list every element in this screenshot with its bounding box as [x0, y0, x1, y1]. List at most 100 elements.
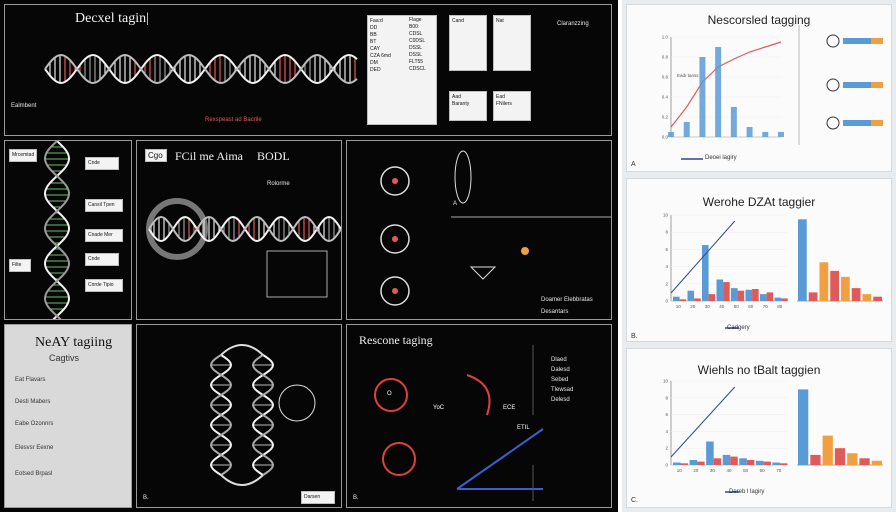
panel-c-bar-series-2 — [779, 463, 788, 465]
panel-b-y-tick-label: 10 — [663, 213, 669, 218]
panel-b-bar-series-1 — [760, 294, 767, 301]
mid-left-panel: Mrcemtad Cnde Cansil Tpen Cnade Mer Cnde… — [4, 140, 132, 320]
panel-b-legend: Cadgery — [727, 325, 750, 331]
table-cell-5: DSSL — [409, 52, 423, 58]
top-side-label: Ealmbent — [11, 103, 37, 109]
table-cell-4: DSSL — [409, 45, 423, 51]
panel-a-bar — [668, 132, 674, 137]
panel-b-bar-series-2 — [781, 298, 788, 301]
panel-a-title: Nescorsled tagging — [707, 13, 811, 27]
data-table-col2: Flage B00: CDSL C0DSL DSSL DSSL FLT55 CD… — [407, 15, 437, 125]
panel-c-bar-series-2 — [697, 461, 705, 465]
ring-dna — [146, 198, 341, 298]
bottom-left-subtitle: Cagtivs — [49, 353, 80, 363]
panel-a-bar — [699, 57, 706, 137]
panel-a-schematic-bar — [843, 82, 883, 88]
mid-right-label-a: A — [453, 201, 458, 207]
table-row-4: CAY — [370, 46, 380, 52]
panel-b-bar-series-2 — [679, 299, 687, 301]
table-row-5: CZA 6md — [370, 53, 391, 59]
panel-b-right-bar — [851, 288, 861, 301]
results-panels: Nescorsled tagging 1.0 0.8 0.6 0.4 0.2 0.0 Ead… — [622, 0, 896, 512]
red-caption: Rexspeast ad Bacrile — [205, 117, 262, 123]
panel-b-bar-series-1 — [702, 245, 709, 301]
panel-c-y-tick-label: 10 — [663, 379, 669, 384]
step-5: Cnrde Tipio — [85, 279, 123, 292]
panel-b-y-tick-label: 0 — [665, 299, 668, 304]
cand-head: Cand — [452, 18, 464, 24]
panel-b-x-tick-label: 20 — [690, 304, 696, 309]
panel-b-trend-line — [670, 220, 736, 294]
panel-c-trend-line — [670, 386, 736, 458]
table-cell-1: B00: — [409, 24, 420, 30]
panel-c-right-bar — [798, 389, 809, 465]
panel-b-x-tick-label: 60 — [748, 304, 754, 309]
panel-c-x-tick-label: 60 — [760, 468, 766, 473]
panel-c-bar-series-2 — [763, 461, 771, 465]
panel-c-x-tick-label: 30 — [710, 468, 716, 473]
table-cell-2: CDSL — [409, 31, 423, 37]
panel-c-bar-series-1 — [739, 458, 747, 465]
legend-item-4: Tlewsad — [551, 387, 574, 393]
panel-c-y-tick-label: 6 — [665, 412, 668, 417]
panel-b-x-tick-label: 30 — [705, 304, 711, 309]
panel-b-x-tick-label: 40 — [719, 304, 725, 309]
panel-c-right-bar — [871, 460, 882, 465]
panel-c-x-tick-label: 20 — [693, 468, 699, 473]
panel-b-right-bar — [798, 219, 807, 301]
panel-c-right-bar — [834, 448, 846, 465]
panel-b-bar-series-1 — [745, 289, 753, 301]
mid-caption: Rolorme — [267, 181, 290, 187]
panel-c-bar-series-2 — [730, 456, 738, 465]
panel-a-y-tick-label: 0.6 — [662, 75, 669, 80]
rescone-diagram — [374, 345, 544, 501]
mid-center-panel: Cgo FCil me Aima BODL Rolorme — [136, 140, 342, 320]
dna-tagging-poster: Decxel tagin| Ealmbent Faa:d DD BB BT CA… — [0, 0, 618, 512]
panel-a-schematic-tip — [871, 120, 883, 126]
bottom-left-panel: NeAY tagiing Cagtivs Eat Flavars Desti M… — [4, 324, 132, 508]
panel-b-letter: B. — [631, 333, 638, 340]
table-row-1: DD — [370, 25, 378, 31]
panel-c-y-tick-label: 0 — [665, 463, 668, 468]
top-title: Decxel tagin| — [75, 11, 149, 26]
panel-b-y-tick-label: 6 — [665, 247, 668, 252]
panel-c-right-bar — [847, 453, 858, 465]
panel-a-schematic-bar — [843, 38, 883, 44]
panel-b-y-tick-label: 2 — [665, 281, 668, 286]
cgo-badge: Cgo — [145, 149, 167, 162]
bottom-center-panel: B. Darsen — [136, 324, 342, 508]
result-box-right: Ead FNilers — [493, 91, 531, 121]
panel-a-bar — [762, 132, 769, 137]
panel-b-bar-series-1 — [774, 297, 782, 301]
panel-c-y-tick-label: 2 — [665, 446, 668, 451]
table-head-1: Faa:d — [370, 18, 383, 24]
mid-title-2: BODL — [257, 149, 290, 163]
panel-b-bar-series-2 — [723, 282, 730, 301]
cand-box: Cand — [449, 15, 487, 71]
panel-b-x-tick-label: 10 — [676, 304, 682, 309]
panel-b-bar-series-1 — [673, 296, 680, 301]
panel-c-x-tick-label: 50 — [743, 468, 749, 473]
panel-b-y-tick-label: 8 — [665, 230, 668, 235]
nat-head: Nat — [496, 18, 504, 24]
table-cell-3: C0DSL — [409, 38, 426, 44]
circle-label-1: O — [387, 391, 392, 397]
panel-b-bar-series-1 — [731, 288, 738, 301]
panel-c-bar-series-1 — [772, 462, 780, 465]
circle-diagram — [380, 150, 611, 306]
mid-title: FCil me Aima — [175, 149, 244, 163]
panel-a-bar — [715, 47, 722, 137]
table-row-7: DED — [370, 67, 381, 73]
panel-b-right-bar — [873, 296, 882, 301]
panel-a-series-line — [670, 41, 782, 128]
step-3: Cnade Mer — [85, 229, 123, 242]
panel-c-letter: C. — [631, 497, 638, 504]
panel-a-schematic-tip — [871, 38, 883, 44]
panel-c-bar-series-2 — [746, 460, 755, 465]
panel-c: Wiehls no tBalt taggien 10 8 6 4 2 0 10 20 30 40 5… — [626, 348, 892, 508]
panel-b-title: Werohe DZAt taggier — [702, 195, 816, 209]
filter-box: Filte — [9, 259, 31, 272]
panel-c-x-tick-label: 40 — [726, 468, 732, 473]
panel-a-y-tick-label: 1.0 — [662, 35, 669, 40]
bottom-center-tag: Darsen — [301, 491, 335, 504]
